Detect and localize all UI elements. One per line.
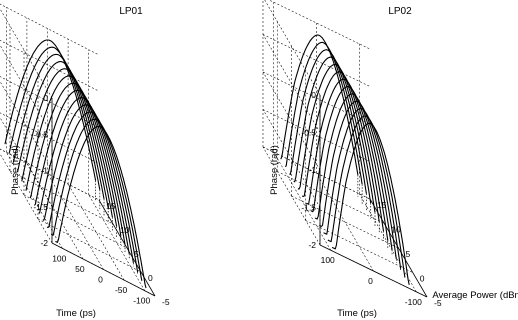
- phase-trace: [301, 71, 380, 222]
- y-axis-line: [98, 199, 156, 297]
- phase-trace: [323, 108, 402, 269]
- y-axis-label: Phase (rad): [10, 145, 21, 195]
- phase-trace: [280, 34, 359, 175]
- x-tick-label: -100: [405, 297, 422, 307]
- y-tick-label: 0: [420, 274, 425, 284]
- phase-trace: [297, 63, 376, 213]
- phase-trace: [12, 53, 105, 200]
- y-tick-label: -5: [434, 298, 442, 308]
- x-axis-line: [51, 242, 156, 297]
- phase-trace: [319, 100, 397, 260]
- phase-trace: [42, 104, 134, 263]
- y-axis-label: Phase (rad): [269, 145, 280, 195]
- x-axis-line: [319, 244, 428, 298]
- gridline: [26, 162, 84, 260]
- x-axis-label: Time (ps): [337, 308, 377, 319]
- x-axis-label: Time (ps): [56, 308, 96, 319]
- phase-trace: [331, 122, 410, 285]
- gridline: [67, 183, 125, 281]
- y-tick-label: 5: [406, 249, 411, 259]
- x-tick-label: 100: [321, 255, 335, 265]
- gridline: [0, 117, 53, 207]
- phase-trace: [293, 56, 372, 204]
- z-axis-label: Average Power (dBm): [432, 290, 518, 301]
- gridline: [0, 3, 100, 56]
- phase-trace: [46, 111, 139, 273]
- gridline: [0, 153, 53, 244]
- y-tick-label: 10: [391, 225, 401, 235]
- chart-lp02: LP02 Phase (rad) Time (ps) Average Power…: [262, 0, 518, 319]
- phase-trace: [33, 89, 126, 245]
- phase-trace: [38, 97, 130, 254]
- x-tick-label: 50: [75, 264, 85, 274]
- phase-trace: [289, 49, 367, 194]
- chart-lp01: LP01 Phase (rad) Time (ps) 0-0.5-1-1.5-2…: [0, 3, 170, 319]
- z-tick-label: -1: [308, 165, 316, 175]
- y-tick-label: 5: [134, 249, 139, 259]
- gridline: [0, 8, 53, 99]
- x-tick-label: -100: [133, 296, 150, 306]
- gridline: [273, 152, 331, 251]
- phase-trace: [327, 115, 406, 278]
- x-tick-label: 0: [368, 276, 373, 286]
- gridline: [88, 194, 145, 291]
- phase-trace: [55, 125, 147, 289]
- phase-trace: [25, 75, 118, 227]
- phase-trace: [284, 41, 363, 185]
- gridline: [0, 44, 53, 135]
- x-tick-label: 0: [98, 275, 103, 285]
- gridline: [262, 71, 321, 171]
- phase-trace: [306, 78, 385, 232]
- y-axis-line: [369, 198, 428, 298]
- z-tick-label: 0: [311, 90, 316, 100]
- gridline: [37, 218, 142, 273]
- phase-trace: [17, 61, 109, 209]
- phase-trace: [8, 46, 101, 190]
- z-tick-label: 0: [43, 93, 48, 103]
- y-tick-label: 0: [148, 273, 153, 283]
- gridline: [0, 39, 100, 92]
- chart-title: LP02: [388, 6, 412, 17]
- phase-trace: [50, 118, 143, 281]
- x-tick-label: 100: [52, 253, 66, 263]
- gridline: [23, 194, 128, 249]
- z-tick-label: -0.5: [33, 129, 48, 139]
- y-tick-label: -5: [162, 297, 170, 307]
- phase-trace: [29, 82, 122, 236]
- phase-trace: [310, 86, 389, 241]
- z-tick-label: -1.5: [301, 203, 316, 213]
- chart-title: LP01: [119, 6, 143, 17]
- phase-trace: [21, 68, 113, 218]
- phase-trace: [4, 39, 97, 181]
- z-tick-label: -2: [40, 238, 48, 248]
- gridline: [359, 193, 417, 292]
- z-tick-label: -2: [308, 240, 316, 250]
- x-tick-label: -50: [115, 285, 128, 295]
- phase-trace: [314, 93, 393, 250]
- z-tick-label: -1: [40, 166, 48, 176]
- gridline: [316, 172, 374, 272]
- gridline: [6, 152, 63, 249]
- gridline: [0, 80, 53, 171]
